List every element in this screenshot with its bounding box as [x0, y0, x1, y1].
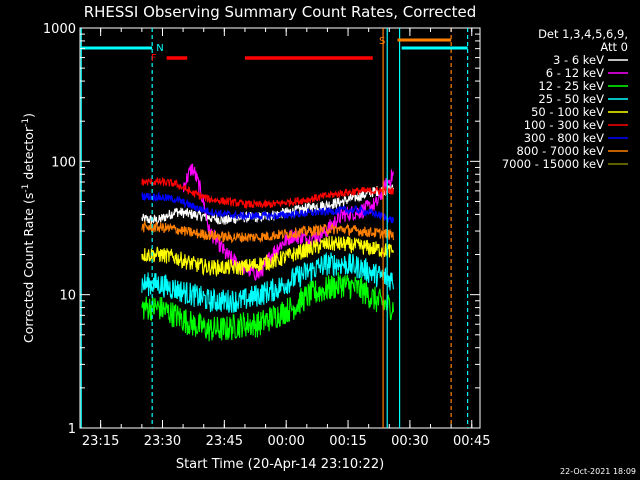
legend-title-2: Att 0: [600, 40, 628, 54]
legend-label: 7000 - 15000 keV: [502, 157, 604, 171]
x-tick-label: 00:00: [267, 434, 304, 449]
legend-label: 50 - 100 keV: [531, 105, 604, 119]
footer-date: 22-Oct-2021 18:09: [560, 467, 636, 476]
x-tick-label: 23:15: [82, 434, 119, 449]
plot-area: NF S: [79, 27, 481, 429]
legend-label: 800 - 7000 keV: [516, 144, 604, 158]
series-line: [141, 184, 394, 226]
night-flag-label: N: [156, 43, 163, 54]
plot-frame: [79, 27, 481, 429]
y-axis-label-sup1: -1: [21, 184, 31, 193]
series-line: [141, 272, 394, 342]
y-axis-label: Corrected Count Rate (s-1 detector-1): [21, 113, 36, 343]
series-line: [141, 176, 394, 210]
legend-label: 300 - 800 keV: [524, 131, 604, 145]
x-tick-label: 00:45: [453, 434, 490, 449]
series-line: [141, 191, 394, 224]
y-axis: 1 10 100 1000: [43, 22, 480, 437]
legend-label: 12 - 25 keV: [538, 79, 604, 93]
legend-label: 100 - 300 keV: [524, 118, 604, 132]
saa-flag-label: S: [379, 36, 385, 47]
series-line: [141, 235, 394, 278]
y-tick-label: 1000: [43, 22, 76, 37]
y-axis-label-mid: detector: [21, 126, 36, 184]
y-tick-label: 10: [59, 289, 76, 304]
y-tick-label: 1: [68, 422, 76, 437]
y-axis-label-main: Corrected Count Rate (s: [21, 193, 36, 343]
x-tick-label: 00:30: [391, 434, 428, 449]
x-tick-label: 23:30: [144, 434, 181, 449]
x-axis-label: Start Time (20-Apr-14 23:10:22): [176, 457, 384, 472]
y-axis-label-sup2: -1: [21, 118, 31, 127]
series-line: [141, 251, 394, 313]
x-tick-label: 23:45: [206, 434, 243, 449]
legend-label: 3 - 6 keV: [553, 53, 604, 67]
legend-label: 25 - 50 keV: [538, 92, 604, 106]
flare-flag-label: F: [151, 53, 157, 64]
x-tick-label: 00:15: [329, 434, 366, 449]
legend-label: 6 - 12 keV: [546, 66, 604, 80]
y-axis-label-end: ): [21, 113, 36, 118]
y-tick-label: 100: [51, 155, 76, 170]
x-axis: 23:15 23:30 23:45 00:00 00:15 00:30 00:45: [79, 28, 490, 449]
series-line: [141, 220, 394, 244]
legend-title-1: Det 1,3,4,5,6,9,: [538, 27, 628, 41]
chart-title: RHESSI Observing Summary Count Rates, Co…: [84, 3, 477, 21]
